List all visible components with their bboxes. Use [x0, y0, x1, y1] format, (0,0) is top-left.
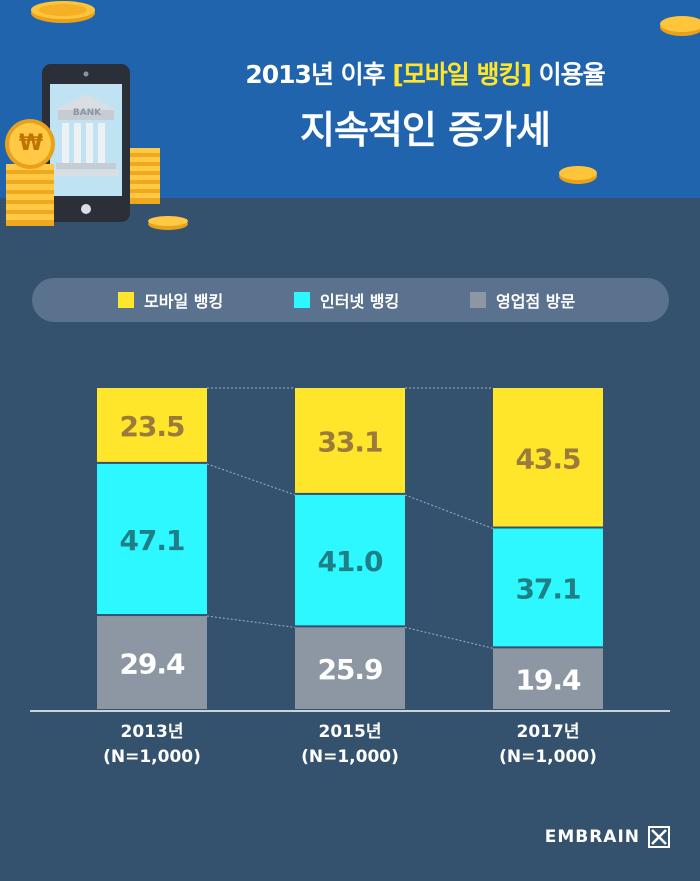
title-text-end: 이용율	[530, 60, 606, 89]
title-highlight: [모바일 뱅킹]	[392, 60, 532, 89]
phone-bank-icon	[5, 64, 188, 230]
legend-label: 영업점 방문	[496, 292, 576, 311]
brand-name: EMBRAIN	[544, 827, 640, 847]
data-label: 37.1	[515, 572, 580, 605]
data-label: 43.5	[515, 442, 580, 475]
category-label: (N=1,000)	[103, 747, 201, 767]
data-label: 19.4	[515, 664, 581, 697]
bar-segment	[295, 494, 405, 626]
bar-segment	[97, 463, 207, 615]
category-label: 2013년	[121, 722, 184, 742]
chart-legend: 모바일 뱅킹 인터넷 뱅킹 영업점 방문	[32, 278, 669, 322]
bar-segment	[493, 648, 603, 709]
bar-segment	[97, 616, 207, 709]
connector-line	[404, 494, 494, 529]
coin-icon	[31, 1, 95, 23]
bar-segment	[493, 388, 603, 527]
page-title: 2013년 이후 [모바일 뱅킹] 이용율	[0, 55, 700, 91]
embrain-logo-icon	[648, 826, 670, 848]
legend-label: 모바일 뱅킹	[144, 292, 224, 311]
bank-sign: BANK	[72, 108, 102, 118]
stacked-bar-chart: 29.4 47.1 23.5 2013년 (N=1,000) 25.9 41.0 33.1 20…	[30, 387, 670, 767]
subtitle-text: 지속적인 증가세	[300, 108, 551, 152]
coin-icon	[660, 16, 700, 36]
connector-line	[206, 615, 296, 628]
title-text: 2013년 이후	[245, 60, 393, 89]
legend-label: 인터넷 뱅킹	[320, 292, 400, 311]
data-label: 33.1	[317, 425, 382, 458]
legend-item-internet: 인터넷 뱅킹	[294, 291, 400, 311]
coin-icon	[559, 166, 597, 184]
bar-segment	[97, 388, 207, 462]
legend-swatch	[470, 292, 486, 308]
category-label: 2015년	[319, 722, 382, 742]
connector-line	[404, 626, 494, 649]
won-symbol: ₩	[18, 131, 44, 156]
category-label: (N=1,000)	[301, 747, 399, 767]
data-label: 25.9	[317, 653, 382, 686]
category-label: 2017년	[517, 722, 580, 742]
page-subtitle: 지속적인 증가세	[0, 99, 700, 154]
category-label: (N=1,000)	[499, 747, 597, 767]
legend-swatch	[294, 292, 310, 308]
legend-swatch	[118, 292, 134, 308]
data-label: 29.4	[119, 648, 185, 681]
data-label: 47.1	[119, 524, 184, 557]
connector-line	[206, 463, 296, 496]
data-label: 23.5	[119, 410, 184, 443]
bar-segment	[295, 627, 405, 709]
bar-segment	[493, 528, 603, 647]
brand-logo: EMBRAIN	[545, 826, 670, 848]
header-banner: BANK ₩ 2013년 이후 [모바일 뱅킹] 이용율 지속적인 증가세	[0, 0, 700, 230]
data-label: 41.0	[317, 545, 383, 578]
legend-item-mobile: 모바일 뱅킹	[118, 291, 224, 311]
legend-item-branch: 영업점 방문	[470, 291, 576, 311]
bar-segment	[295, 388, 405, 493]
